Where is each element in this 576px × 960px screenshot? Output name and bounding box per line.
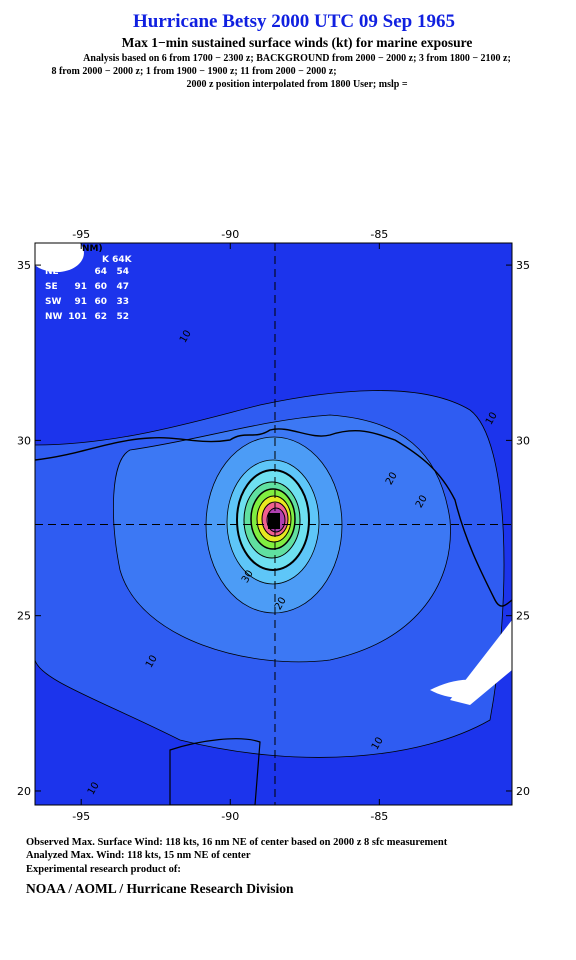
y-tick-label: 20 [17, 785, 31, 798]
y-tick-label: 35 [17, 259, 31, 272]
x-tick-label: -85 [370, 228, 388, 241]
table-cell: 62 [94, 312, 107, 322]
table-header: K 64K [102, 255, 133, 265]
x-tick-label: -85 [370, 810, 388, 823]
footer-line: Analyzed Max. Wind: 118 kts, 15 nm NE of… [26, 850, 251, 861]
analysis-line: 2000 z position interpolated from 1800 U… [186, 79, 407, 90]
y-tick-label: 20 [516, 785, 530, 798]
land [430, 679, 490, 698]
table-cell: 64 [94, 267, 107, 277]
table-cell: 33 [116, 297, 129, 307]
title: Hurricane Betsy 2000 UTC 09 Sep 1965 [133, 11, 455, 32]
table-cell: SE [45, 282, 58, 292]
y-tick-label: 30 [17, 434, 31, 447]
eye [268, 513, 280, 529]
map-frame [34, 242, 513, 806]
table-cell: 91 [74, 282, 87, 292]
radii-table: NM)K 64K NE 64 54 SE 91 60 47 SW 91 60 33 NW 101 62 52 [45, 244, 133, 322]
land [35, 243, 84, 272]
x-tick-label: -95 [72, 810, 90, 823]
footer-line: Experimental research product of: [26, 864, 181, 875]
table-cell: SW [45, 297, 61, 307]
footer: Observed Max. Surface Wind: 118 kts, 16 … [26, 837, 448, 896]
coastline [169, 738, 261, 805]
table-cell: 60 [94, 297, 107, 307]
table-header: NM) [82, 244, 103, 254]
credit: NOAA / AOML / Hurricane Research Divisio… [26, 881, 294, 896]
table-cell: 52 [116, 312, 129, 322]
x-tick-label: -90 [221, 810, 239, 823]
y-tick-label: 25 [17, 610, 31, 623]
table-cell: 60 [94, 282, 107, 292]
center-crosshair [35, 243, 512, 805]
analysis-line: Analysis based on 6 from 1700 − 2300 z; … [83, 53, 511, 64]
table-cell: 47 [116, 282, 129, 292]
coastline [35, 428, 512, 607]
y-tick-label: 30 [516, 434, 530, 447]
y-tick-label: 35 [516, 259, 530, 272]
footer-line: Observed Max. Surface Wind: 118 kts, 16 … [26, 837, 448, 848]
x-tick-label: -90 [221, 228, 239, 241]
y-tick-label: 25 [516, 610, 530, 623]
table-cell: 101 [68, 312, 87, 322]
analysis-line: 8 from 2000 − 2000 z; 1 from 1900 − 1900… [51, 66, 336, 77]
table-cell: 91 [74, 297, 87, 307]
axes: -95 -95 -90 -90 -85 -85 35 35 30 30 25 25 20 20 [17, 228, 530, 823]
table-cell: NE [45, 267, 59, 277]
x-tick-label: -95 [72, 228, 90, 241]
subtitle: Max 1−min sustained surface winds (kt) f… [122, 35, 473, 50]
table-cell: 54 [116, 267, 129, 277]
table-cell: NW [45, 312, 63, 322]
